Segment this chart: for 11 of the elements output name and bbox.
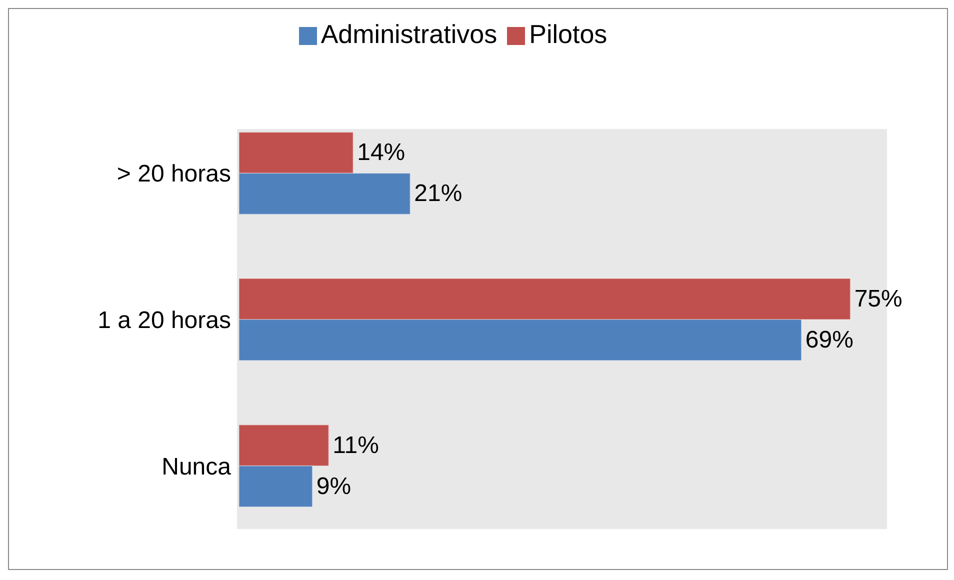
- legend-label: Administrativos: [320, 19, 498, 49]
- data-label: 11%: [332, 432, 379, 459]
- data-label: 14%: [357, 139, 406, 166]
- y-tick-label: > 20 horas: [116, 160, 231, 188]
- y-tick-label: Nunca: [162, 453, 232, 480]
- data-label: 69%: [805, 326, 854, 354]
- legend-label: Pilotos: [529, 19, 608, 49]
- data-label: 75%: [854, 286, 902, 313]
- data-label: 9%: [316, 472, 352, 500]
- y-tick-label: 1 a 20 horas: [98, 307, 231, 334]
- data-label: 21%: [414, 180, 462, 208]
